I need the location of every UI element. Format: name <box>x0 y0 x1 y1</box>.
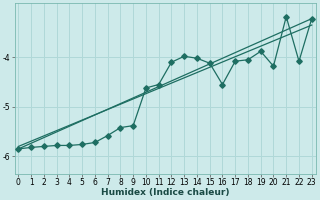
X-axis label: Humidex (Indice chaleur): Humidex (Indice chaleur) <box>101 188 229 197</box>
